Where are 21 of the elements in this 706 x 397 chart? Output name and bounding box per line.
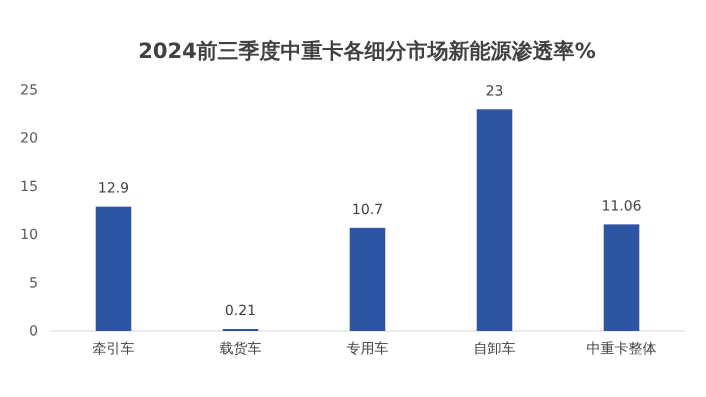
y-tick-label: 5: [29, 275, 38, 292]
data-label: 0.21: [224, 302, 256, 319]
y-tick-label: 20: [20, 130, 38, 147]
x-tick-label: 自卸车: [474, 340, 516, 357]
bar: [96, 206, 132, 331]
data-label: 10.7: [352, 202, 384, 218]
chart-title: 2024前三季度中重卡各细分市场新能源渗透率%: [138, 39, 596, 63]
bar: [350, 228, 386, 331]
y-tick-label: 10: [20, 227, 38, 244]
y-tick-label: 25: [20, 82, 38, 98]
bar: [604, 224, 640, 331]
x-tick-label: 中重卡整体: [586, 340, 656, 357]
x-tick-label: 专用车: [346, 340, 388, 357]
y-tick-label: 15: [20, 178, 38, 195]
data-label: 23: [486, 83, 504, 100]
data-label: 11.06: [601, 198, 642, 214]
y-tick-label: 0: [29, 323, 38, 340]
data-label: 12.9: [98, 180, 130, 197]
x-tick-label: 牵引车: [92, 340, 134, 357]
x-tick-label: 载货车: [220, 340, 262, 357]
bar: [476, 109, 512, 331]
